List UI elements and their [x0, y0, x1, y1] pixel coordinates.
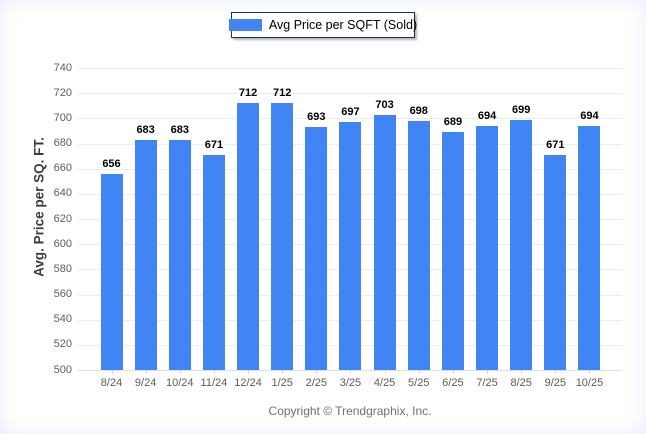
x-tick-label: 6/25 — [442, 377, 464, 389]
x-axis-tick — [316, 370, 318, 374]
x-tick-label: 7/25 — [476, 377, 498, 389]
x-axis-tick — [418, 370, 420, 374]
bar-value-label: 699 — [511, 103, 531, 116]
bar-value-label: 671 — [204, 138, 224, 151]
bar — [510, 119, 533, 370]
bar — [134, 139, 157, 370]
bar-value-label: 693 — [307, 111, 326, 124]
x-axis-tick — [213, 370, 215, 374]
x-tick-label: 5/25 — [408, 377, 430, 389]
bar — [305, 127, 328, 370]
y-tick-label: 500 — [53, 363, 72, 376]
y-tick-label: 720 — [53, 86, 72, 99]
bar — [578, 125, 601, 370]
x-tick-label: 10/24 — [166, 377, 194, 389]
x-axis-tick — [589, 370, 591, 374]
legend-swatch-icon — [228, 19, 262, 31]
x-axis-tick — [487, 370, 489, 374]
bar-value-label: 698 — [409, 104, 428, 117]
bar-value-label: 671 — [546, 138, 565, 151]
x-tick-label: 2/25 — [305, 377, 328, 389]
bar-value-label: 683 — [170, 123, 189, 136]
bar-value-label: 712 — [238, 87, 258, 100]
bar — [100, 173, 123, 370]
x-axis-tick — [248, 370, 250, 374]
bar — [407, 120, 430, 370]
bar — [237, 103, 260, 370]
bar — [476, 125, 499, 370]
bar-value-label: 694 — [580, 109, 599, 122]
legend-label: Avg Price per SQFT (Sold) — [268, 18, 418, 32]
x-axis-tick — [452, 370, 454, 374]
bar-value-label: 712 — [273, 87, 292, 100]
x-axis-tick — [145, 370, 147, 374]
x-axis-tick — [179, 370, 181, 374]
x-tick-label: 1/25 — [271, 377, 293, 389]
y-axis-title: Avg. Price per SQ. FT. — [31, 137, 47, 277]
bar-value-label: 694 — [477, 109, 497, 122]
y-tick-label: 680 — [53, 137, 72, 149]
x-axis-tick — [555, 370, 557, 374]
bar — [168, 139, 191, 370]
gridline — [78, 68, 622, 69]
x-axis-tick — [282, 370, 284, 374]
x-tick-label: 10/25 — [575, 377, 604, 389]
y-tick-label: 660 — [53, 162, 72, 175]
bar-value-label: 656 — [102, 157, 121, 170]
y-tick-label: 740 — [53, 61, 72, 74]
x-tick-label: 3/25 — [339, 377, 362, 389]
x-tick-label: 11/24 — [200, 377, 228, 389]
x-tick-label: 12/24 — [234, 377, 262, 389]
bar — [271, 103, 294, 370]
x-tick-label: 8/25 — [510, 377, 532, 389]
y-tick-label: 600 — [53, 237, 72, 250]
gridline — [78, 118, 622, 120]
bar-value-label: 683 — [136, 123, 155, 136]
x-tick-label: 9/25 — [544, 377, 567, 389]
copyright-text: Copyright © Trendgraphix, Inc. — [268, 404, 432, 418]
y-tick-label: 560 — [53, 288, 72, 300]
x-tick-label: 9/24 — [134, 377, 157, 389]
bar-value-label: 697 — [341, 106, 360, 119]
x-tick-label: 8/24 — [100, 377, 123, 389]
bar — [373, 114, 396, 370]
x-tick-label: 4/25 — [373, 377, 396, 389]
gridline — [78, 93, 622, 95]
x-axis-tick — [350, 370, 352, 374]
bar — [544, 154, 567, 370]
bar — [202, 154, 225, 370]
bar-value-label: 703 — [375, 98, 394, 111]
bar — [441, 132, 464, 370]
y-tick-label: 620 — [53, 212, 72, 225]
bar — [339, 122, 362, 370]
y-tick-label: 580 — [53, 262, 72, 275]
x-axis-tick — [111, 370, 113, 374]
y-tick-label: 540 — [53, 313, 72, 326]
y-tick-label: 640 — [53, 187, 72, 200]
legend: Avg Price per SQFT (Sold) — [228, 12, 418, 38]
y-tick-label: 520 — [53, 338, 72, 351]
gridline — [78, 370, 622, 371]
x-axis-tick — [384, 370, 386, 374]
x-axis-tick — [521, 370, 523, 374]
y-tick-label: 700 — [53, 111, 72, 124]
bar-value-label: 689 — [443, 116, 463, 129]
